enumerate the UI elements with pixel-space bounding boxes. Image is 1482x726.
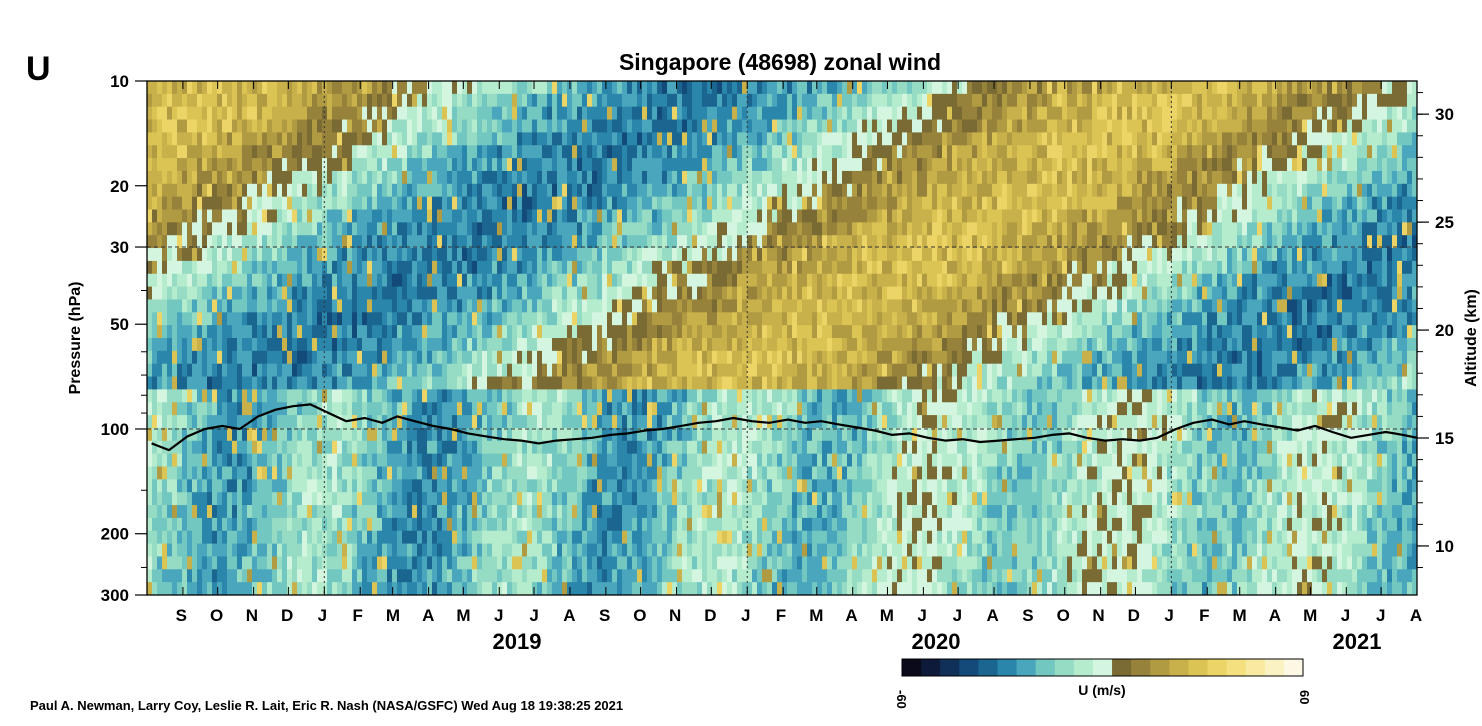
month-label: M <box>809 606 823 625</box>
colorbar-min-label: -60 <box>894 690 909 709</box>
month-label: S <box>599 606 610 625</box>
year-label-2019: 2019 <box>493 629 542 654</box>
month-label: J <box>917 606 926 625</box>
colorbar-swatch <box>1131 659 1151 676</box>
month-label: J <box>1341 606 1350 625</box>
colorbar-swatch <box>1283 659 1304 676</box>
colorbar-swatch <box>921 659 941 676</box>
month-label: F <box>776 606 786 625</box>
pressure-tick-label: 50 <box>110 315 129 334</box>
altitude-tick-label: 30 <box>1435 105 1454 124</box>
colorbar-swatch <box>1188 659 1208 676</box>
month-label: J <box>529 606 538 625</box>
colorbar-swatch <box>940 659 960 676</box>
month-label: D <box>1128 606 1140 625</box>
colorbar <box>901 658 1304 677</box>
month-label: F <box>1199 606 1209 625</box>
month-label: M <box>386 606 400 625</box>
month-label: J <box>318 606 327 625</box>
colorbar-swatch <box>1092 659 1113 676</box>
chart-title: Singapore (48698) zonal wind <box>619 49 941 75</box>
pressure-tick-label: 30 <box>110 238 129 257</box>
plot-area <box>147 81 1417 595</box>
month-label: A <box>563 606 575 625</box>
month-label: M <box>1233 606 1247 625</box>
month-label: A <box>422 606 434 625</box>
pressure-tick-label: 100 <box>101 420 129 439</box>
month-label: J <box>741 606 750 625</box>
month-label: J <box>1376 606 1385 625</box>
month-label: M <box>456 606 470 625</box>
colorbar-swatch <box>1264 659 1285 676</box>
y-axis-label-right: Altitude (km) <box>1463 289 1480 387</box>
colorbar-swatch <box>959 659 979 676</box>
panel-letter: U <box>26 50 51 88</box>
month-label: A <box>1410 606 1422 625</box>
month-label: O <box>1057 606 1070 625</box>
altitude-tick-label: 15 <box>1435 429 1454 448</box>
month-label: S <box>1022 606 1033 625</box>
altitude-tick-label: 10 <box>1435 537 1454 556</box>
month-label: A <box>1269 606 1281 625</box>
month-label: A <box>845 606 857 625</box>
colorbar-swatch <box>1169 659 1189 676</box>
colorbar-swatch <box>1054 659 1075 676</box>
month-label: J <box>1164 606 1173 625</box>
month-label: N <box>1092 606 1104 625</box>
month-label: D <box>704 606 716 625</box>
axes: 10 20 30 50 100 200 300 30 25 20 15 10 S O N D J F M A M J J A S… <box>101 72 1454 654</box>
heatmap-field <box>147 81 1417 595</box>
month-label: M <box>1303 606 1317 625</box>
colorbar-label: U (m/s) <box>1078 682 1125 698</box>
month-label: A <box>987 606 999 625</box>
pressure-tick-label: 200 <box>101 525 129 544</box>
credit-line: Paul A. Newman, Larry Coy, Leslie R. Lai… <box>30 698 624 713</box>
month-label: N <box>246 606 258 625</box>
year-label-2020: 2020 <box>912 629 961 654</box>
tropopause-line <box>151 403 1417 452</box>
month-label: J <box>494 606 503 625</box>
colorbar-swatch <box>1016 659 1037 676</box>
altitude-tick-label: 25 <box>1435 213 1454 232</box>
month-label: S <box>176 606 187 625</box>
month-label: F <box>352 606 362 625</box>
plot-frame <box>146 80 1418 596</box>
month-label: O <box>633 606 646 625</box>
colorbar-swatch <box>1226 659 1247 676</box>
colorbar-swatch <box>1035 659 1056 676</box>
pressure-tick-label: 20 <box>110 177 129 196</box>
month-label: O <box>210 606 223 625</box>
year-label-2021: 2021 <box>1333 629 1382 654</box>
colorbar-max-label: 60 <box>1297 690 1312 704</box>
altitude-tick-label: 20 <box>1435 321 1454 340</box>
month-label: M <box>880 606 894 625</box>
colorbar-swatch <box>997 659 1017 676</box>
colorbar-swatch <box>978 659 998 676</box>
pressure-tick-label: 300 <box>101 586 129 605</box>
colorbar-swatch <box>1207 659 1228 676</box>
month-label: J <box>953 606 962 625</box>
colorbar-swatch <box>1073 659 1094 676</box>
colorbar-swatch <box>1112 659 1132 676</box>
y-axis-label-left: Pressure (hPa) <box>67 282 84 395</box>
colorbar-swatch <box>1245 659 1266 676</box>
pressure-tick-label: 10 <box>110 72 129 91</box>
colorbar-swatch <box>902 659 922 676</box>
month-label: N <box>669 606 681 625</box>
month-label: D <box>281 606 293 625</box>
colorbar-frame <box>901 658 1304 677</box>
colorbar-swatch <box>1150 659 1170 676</box>
